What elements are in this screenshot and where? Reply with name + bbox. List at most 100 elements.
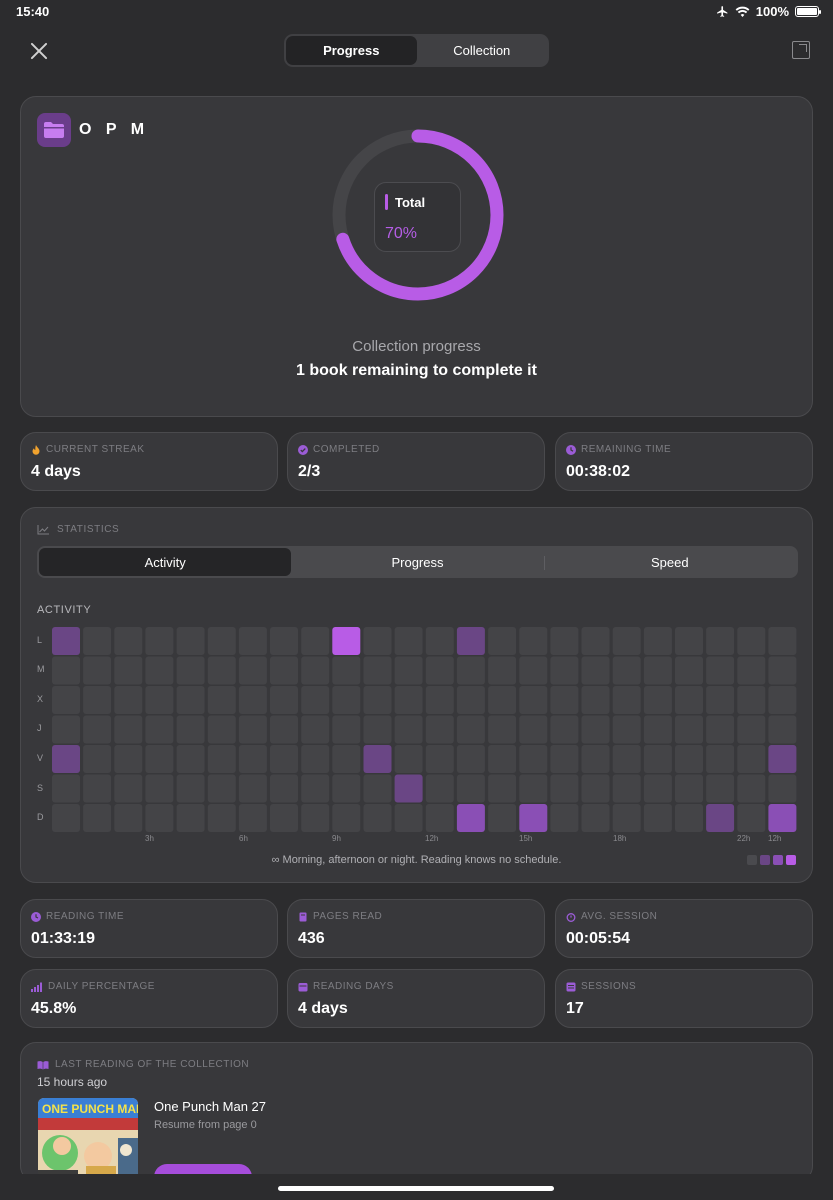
heatmap-cell <box>145 804 174 832</box>
heatmap-cell <box>488 656 517 685</box>
close-button[interactable] <box>26 38 52 64</box>
status-time: 15:40 <box>16 4 50 19</box>
heatmap-cell <box>363 686 392 714</box>
hour-label: 3h <box>145 834 154 843</box>
heatmap-cell <box>176 656 205 685</box>
heatmap-cell <box>488 804 517 832</box>
stat-label: CURRENT STREAK <box>46 444 145 455</box>
stat-avg-session: AVG. SESSION 00:05:54 <box>555 899 813 958</box>
heatmap-cell <box>52 745 80 773</box>
heatmap-cell <box>394 715 423 744</box>
heatmap-cell <box>550 656 579 685</box>
heatmap-cell <box>52 715 80 744</box>
heatmap-cell <box>83 627 112 655</box>
heatmap-cell <box>706 627 735 655</box>
clock-icon <box>31 911 41 922</box>
heatmap-cell <box>581 715 610 744</box>
heatmap-cell <box>394 627 423 655</box>
heatmap-cell <box>488 715 517 744</box>
book-icon <box>299 912 307 921</box>
infinity-icon: ∞ <box>271 854 280 866</box>
stat-pages-read: PAGES READ 436 <box>287 899 545 958</box>
heatmap-cell <box>145 745 174 773</box>
heatmap-cell <box>675 774 703 803</box>
heatmap-cell <box>425 715 454 744</box>
heatmap-cell <box>238 715 267 744</box>
heatmap-cell <box>52 627 80 655</box>
heatmap-cell <box>675 745 703 773</box>
stat-completed: COMPLETED 2/3 <box>287 432 545 491</box>
stat-value: 436 <box>298 930 325 947</box>
heatmap-cell <box>456 656 485 685</box>
tab-progress-stats[interactable]: Progress <box>391 554 444 570</box>
heatmap-cell <box>456 686 485 714</box>
stat-value: 01:33:19 <box>31 930 96 947</box>
folder-icon <box>37 113 71 147</box>
heatmap-cell <box>643 715 672 744</box>
heatmap-cell <box>238 774 267 803</box>
heatmap-cell <box>207 804 236 832</box>
heatmap-cell <box>238 627 267 655</box>
calendar-icon <box>298 982 308 991</box>
stat-label: AVG. SESSION <box>581 911 658 922</box>
heatmap-cell <box>737 656 766 685</box>
tab-activity[interactable]: Activity <box>39 548 292 576</box>
heatmap-cell <box>114 686 143 714</box>
signal-bars-icon <box>31 982 42 992</box>
tab-speed[interactable]: Speed <box>543 548 796 576</box>
status-indicators: 100% <box>716 4 821 19</box>
stat-value: 4 days <box>298 1000 348 1017</box>
heatmap-cell <box>581 804 610 832</box>
row-label: J <box>37 723 42 733</box>
heatmap-cell <box>332 715 361 744</box>
heatmap-cell <box>581 656 610 685</box>
collection-progress-card: O P M Total 70% Collection progress 1 bo… <box>20 96 813 417</box>
tab-collection[interactable]: Collection <box>453 43 511 58</box>
heatmap-cell <box>207 627 236 655</box>
stat-label: DAILY PERCENTAGE <box>48 981 155 992</box>
ring-label: Total <box>395 195 426 210</box>
heatmap-cell <box>394 745 423 773</box>
heatmap-cell <box>706 774 735 803</box>
heatmap-cell <box>332 774 361 803</box>
tab-progress[interactable]: Progress <box>286 36 417 65</box>
heatmap-cell <box>675 715 703 744</box>
heatmap-cell <box>581 774 610 803</box>
heatmap-cell <box>238 656 267 685</box>
stat-label: PAGES READ <box>313 911 383 922</box>
stat-label: READING TIME <box>46 911 125 922</box>
heatmap-cell <box>394 774 423 803</box>
heatmap-cell <box>145 715 174 744</box>
flame-icon <box>32 444 40 455</box>
heatmap-cell <box>675 627 703 655</box>
heatmap-cell <box>737 745 766 773</box>
battery-icon <box>795 6 821 17</box>
open-book-icon <box>37 1060 49 1069</box>
expand-icon[interactable] <box>792 41 810 59</box>
stat-current-streak: CURRENT STREAK 4 days <box>20 432 278 491</box>
statistics-segmented-control: Activity Progress Speed <box>37 546 798 578</box>
heatmap-cell <box>270 774 298 803</box>
statistics-heading: STATISTICS <box>57 524 120 535</box>
last-reading-time: 15 hours ago <box>37 1075 108 1089</box>
heatmap-cell <box>114 774 143 803</box>
stat-reading-days: READING DAYS 4 days <box>287 969 545 1028</box>
row-label: S <box>37 783 44 793</box>
stat-value: 2/3 <box>298 463 321 480</box>
heatmap-cell <box>706 686 735 714</box>
heatmap-cell <box>176 627 205 655</box>
list-icon <box>566 982 576 991</box>
heatmap-cell <box>145 686 174 714</box>
collection-title: O P M <box>79 121 150 138</box>
heatmap-cell <box>83 686 112 714</box>
stat-value: 45.8% <box>31 1000 77 1017</box>
stat-label: READING DAYS <box>313 981 394 992</box>
book-title: One Punch Man 27 <box>154 1099 267 1114</box>
heatmap-cell <box>550 686 579 714</box>
heatmap-cell <box>363 745 392 773</box>
row-label: M <box>37 664 45 674</box>
heatmap-cell <box>114 804 143 832</box>
stat-value: 4 days <box>31 463 81 480</box>
heatmap-cell <box>768 804 797 832</box>
heatmap-cell <box>114 627 143 655</box>
